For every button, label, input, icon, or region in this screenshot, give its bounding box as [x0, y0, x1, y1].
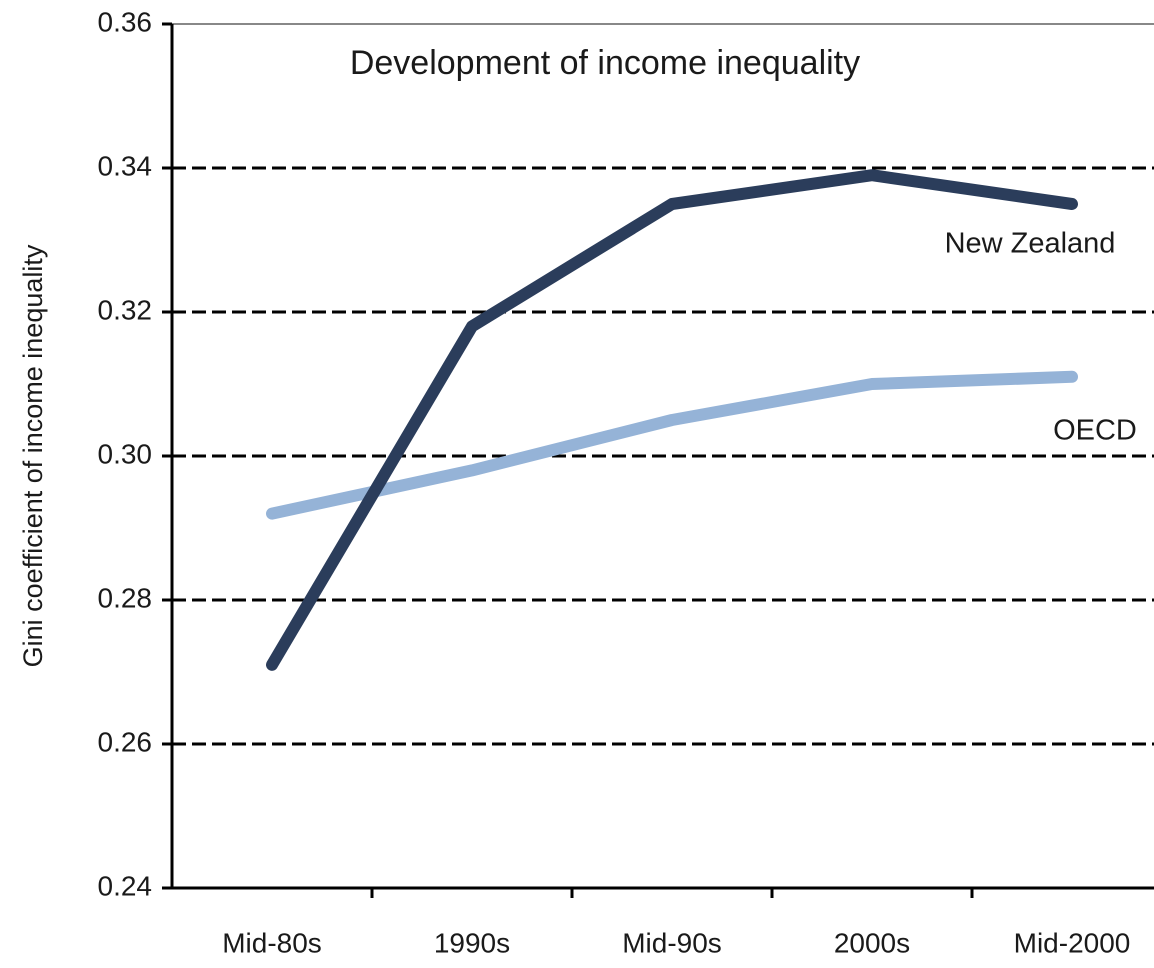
chart-title: Development of income inequality [350, 44, 860, 82]
series-label: OECD [1053, 415, 1137, 447]
y-tick-label: 0.24 [98, 870, 153, 901]
y-tick-label: 0.30 [98, 438, 153, 469]
x-tick-label: Mid-2000 [1014, 927, 1131, 958]
series-line [266, 169, 1078, 671]
x-tick-label: 2000s [834, 927, 910, 958]
series-label: New Zealand [945, 228, 1116, 260]
y-tick-label: 0.34 [98, 150, 153, 181]
x-tick-label: Mid-90s [622, 927, 722, 958]
series-line [266, 370, 1078, 520]
y-tick-label: 0.28 [98, 582, 153, 613]
y-tick-label: 0.36 [98, 6, 153, 37]
x-tick-label: Mid-80s [222, 927, 322, 958]
y-axis-label: Gini coefficient of income inequality [18, 244, 48, 667]
y-tick-label: 0.26 [98, 726, 153, 757]
y-tick-label: 0.32 [98, 294, 153, 325]
x-tick-label: 1990s [434, 927, 510, 958]
